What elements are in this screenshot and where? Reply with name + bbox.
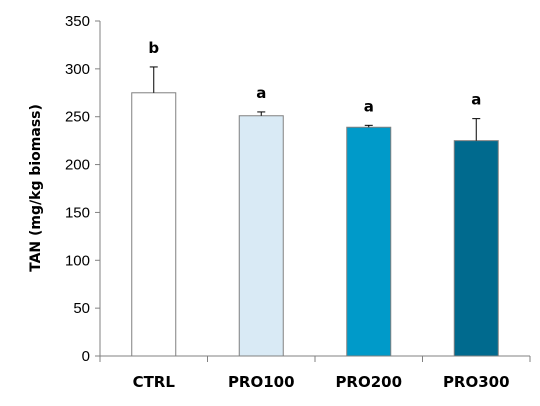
category-label-pro100: PRO100 <box>228 373 295 391</box>
error-bars <box>149 66 481 141</box>
significance-label-pro100: a <box>256 84 266 102</box>
y-axis-title: TAN (mg/kg biomass) <box>28 104 44 272</box>
bar-pro300 <box>453 140 499 357</box>
significance-label-ctrl: b <box>148 39 159 57</box>
y-ticks: 0 50 100 150 200 250 300 350 <box>65 13 100 365</box>
bar-ctrl <box>131 92 177 357</box>
category-labels: CTRL PRO100 PRO200 PRO300 <box>133 373 510 391</box>
y-tick-label: 300 <box>65 61 90 78</box>
bar-pro100 <box>238 115 284 357</box>
bar-pro200 <box>346 126 392 357</box>
y-tick-label: 50 <box>73 300 90 317</box>
y-tick-label: 250 <box>65 109 90 126</box>
category-label-pro300: PRO300 <box>443 373 510 391</box>
y-tick-label: 200 <box>65 157 90 174</box>
significance-labels: b a a a <box>148 39 481 115</box>
y-tick-label: 0 <box>82 348 90 365</box>
bars <box>131 92 499 357</box>
y-tick-label: 100 <box>65 252 90 269</box>
y-tick-label: 350 <box>65 13 90 30</box>
y-tick-label: 150 <box>65 204 90 221</box>
category-label-pro200: PRO200 <box>335 373 402 391</box>
significance-label-pro300: a <box>471 91 481 109</box>
significance-label-pro200: a <box>364 97 374 115</box>
category-label-ctrl: CTRL <box>133 373 176 391</box>
